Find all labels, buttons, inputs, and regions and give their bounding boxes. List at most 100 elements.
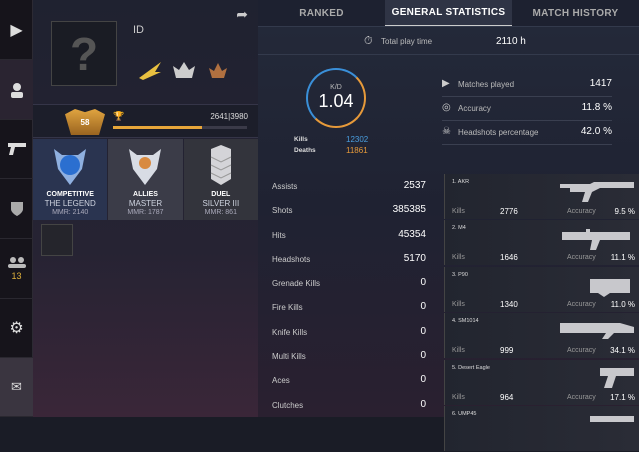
weapon-card[interactable]: 5. Desert Eagle Kills 964 Accuracy 17.1 % [444,359,639,405]
stat-value: 0 [420,350,426,362]
stat-row: Headshots 5170 [262,249,426,273]
weapon-card[interactable]: 1. AKR Kills 2776 Accuracy 9.5 % [444,174,639,219]
kd-value: 1.04 [318,91,354,111]
stats-panel: RANKED GENERAL STATISTICS MATCH HISTORY … [258,0,639,451]
tab-general-statistics[interactable]: GENERAL STATISTICS [385,0,512,26]
silver-emblem-icon [210,145,232,185]
silver-medal-icon [173,62,195,78]
stat-label: Clutches [272,400,304,410]
kills-label: Kills [452,254,465,262]
sidebar: ▶ 13 ⚙ ✉ [0,0,33,417]
sidebar-item-friends[interactable]: 13 [0,239,33,299]
stat-value: 11.8 % [581,102,612,113]
xp-text: 2641|3980 [210,112,248,121]
kd-label: K/D [330,84,342,91]
weapon-accuracy: 11.1 % [610,253,635,263]
weapon-icon [590,278,630,297]
rank-cards: COMPETITIVE THE LEGEND MMR: 2140 ALLIES … [33,139,258,220]
accuracy-label: Accuracy [567,393,596,401]
weapon-kills: 2776 [500,207,518,216]
stat-row: Aces 0 [262,370,426,394]
play-icon: ▶ [10,21,23,39]
weapon-icon [562,229,630,251]
friends-count: 13 [11,271,22,281]
accuracy-label: Accuracy [567,347,596,355]
stat-label: Shots [272,206,293,216]
accuracy-label: Accuracy [567,208,596,215]
play-icon: ▶ [442,78,450,89]
accuracy-label: Accuracy [567,254,596,262]
stat-row: Fire Kills 0 [262,297,426,321]
weapon-accuracy: 11.0 % [610,299,635,309]
rank-card-duel[interactable]: DUEL SILVER III MMR: 861 [183,139,258,220]
kills-label: Kills [452,347,465,355]
stats-list: Assists 2537 Shots 385385 Hits 45354 Headshots… [262,176,426,419]
tab-match-history[interactable]: MATCH HISTORY [532,7,619,19]
medals [137,60,231,80]
matches-played-row: ▶ Matches played 1417 [442,73,612,97]
stat-row: Knife Kills 0 [262,322,426,346]
weapon-name: 2. M4 [452,225,466,232]
deaths-value: 11861 [346,146,368,155]
weapon-card[interactable]: 2. M4 Kills 1646 Accuracy 11.1 % [444,220,639,266]
rank-card-allies[interactable]: ALLIES MASTER MMR: 1787 [108,139,183,220]
weapon-icon [590,415,634,422]
stat-value: 45354 [398,228,426,240]
bronze-medal-icon [209,63,227,78]
player-id: ID [133,24,144,36]
stat-row: Grenade Kills 0 [262,273,426,297]
sidebar-item-play[interactable]: ▶ [0,0,33,60]
user-icon [10,82,23,98]
trophy-icon: 🏆 [113,111,125,121]
kills-label: Kills [452,393,465,401]
stopwatch-icon: ⏱ [364,34,373,47]
headshot-icon: ☠ [442,126,451,137]
xp-fill [113,126,202,129]
stat-value: 1417 [589,78,612,89]
weapon-kills: 1340 [500,299,518,309]
rank-card-competitive[interactable]: COMPETITIVE THE LEGEND MMR: 2140 [33,139,108,220]
sidebar-item-weapons[interactable] [0,120,33,179]
stat-value: 0 [420,277,426,289]
kills-label: Kills [294,136,308,143]
sidebar-item-mail[interactable]: ✉ [0,358,33,417]
accuracy-label: Accuracy [567,300,596,308]
play-time-value: 2110 h [496,35,526,47]
sidebar-item-ranks[interactable] [0,179,33,239]
rank-name: SILVER III [202,199,240,208]
stat-label: Knife Kills [272,327,308,337]
weapon-card[interactable]: 4. SM1014 Kills 999 Accuracy 34.1 % [444,313,639,359]
stat-label: Hits [272,230,286,240]
stat-value: 2537 [403,180,426,191]
stat-label: Fire Kills [272,303,303,313]
sidebar-item-settings[interactable]: ⚙ [0,299,33,358]
weapon-accuracy: 34.1 % [610,346,635,356]
badge-slot[interactable] [41,224,73,256]
rank-name: MASTER [128,199,163,208]
stat-label: Accuracy [458,104,491,113]
deaths-label: Deaths [294,147,316,154]
profile-panel: ? ID ➦ 58 🏆 2641|3980 COMPETITIVE THE LE… [33,0,258,417]
weapon-card[interactable]: 3. P90 Kills 1340 Accuracy 11.0 % [444,266,639,312]
xp-progress [113,126,247,129]
avatar[interactable]: ? [51,21,117,86]
weapon-kills: 999 [500,346,514,356]
accuracy-row: ◎ Accuracy 11.8 % [442,97,612,121]
sidebar-item-profile[interactable] [0,60,33,120]
share-icon[interactable]: ➦ [236,6,248,22]
pistol-icon [7,143,26,155]
weapon-card[interactable]: 6. UMP45 [444,405,639,451]
rank-mode: DUEL [211,191,231,198]
weapon-icon [600,367,634,388]
headshots-percentage-row: ☠ Headshots percentage 42.0 % [442,121,612,145]
kills-label: Kills [452,300,465,308]
shield-icon [10,201,23,216]
stat-row: Assists 2537 [262,176,426,200]
weapon-name: 5. Desert Eagle [452,364,490,371]
stat-label: Headshots percentage [458,128,539,137]
play-time-row: ⏱ Total play time 2110 h [258,28,639,55]
weapon-icon [560,182,634,202]
tab-ranked[interactable]: RANKED [299,7,344,19]
stat-row: Shots 385385 [262,200,426,224]
stat-value: 0 [420,301,426,313]
